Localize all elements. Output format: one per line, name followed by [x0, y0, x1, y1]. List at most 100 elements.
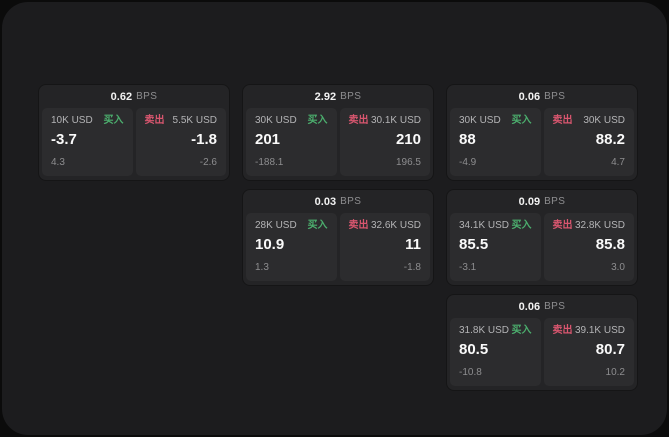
- quote-grid: 0.62 BPS 10K USD 买入 -3.7 4.3 卖出 5.5K USD…: [39, 85, 637, 390]
- bps-value: 2.92: [314, 90, 337, 103]
- sell-price: 85.8: [595, 236, 625, 253]
- bps-unit-label: BPS: [544, 196, 566, 207]
- buy-amount: 34.1K USD: [459, 220, 510, 231]
- bps-header: 0.06 BPS: [450, 85, 634, 108]
- sell-amount: 32.6K USD: [370, 220, 421, 231]
- quote-panes: 34.1K USD 买入 85.5 -3.1 卖出 32.8K USD 85.8…: [450, 213, 634, 281]
- buy-price: 85.5: [459, 236, 489, 253]
- sell-side-label: 卖出: [552, 325, 573, 336]
- bps-header: 2.92 BPS: [246, 85, 430, 108]
- buy-pane-header: 34.1K USD 买入: [459, 220, 532, 232]
- buy-change: -4.9: [459, 157, 477, 168]
- sell-side-label: 卖出: [348, 115, 369, 126]
- buy-side-label: 买入: [307, 115, 328, 126]
- sell-amount: 30K USD: [583, 115, 625, 126]
- sell-amount: 32.8K USD: [574, 220, 625, 231]
- buy-pane[interactable]: 30K USD 买入 88 -4.9: [450, 108, 541, 176]
- buy-side-label: 买入: [511, 325, 532, 336]
- buy-pane-header: 28K USD 买入: [255, 220, 328, 232]
- quote-card: 0.62 BPS 10K USD 买入 -3.7 4.3 卖出 5.5K USD…: [39, 85, 229, 180]
- quote-card: 0.06 BPS 31.8K USD 买入 80.5 -10.8 卖出 39.1…: [447, 295, 637, 390]
- bps-value: 0.62: [110, 90, 133, 103]
- buy-pane-header: 30K USD 买入: [459, 115, 532, 127]
- buy-amount: 28K USD: [255, 220, 297, 231]
- sell-change: -1.8: [403, 262, 421, 273]
- sell-change: 3.0: [611, 262, 625, 273]
- buy-change: -10.8: [459, 367, 482, 378]
- bps-value: 0.06: [518, 90, 541, 103]
- buy-price: 201: [255, 131, 281, 148]
- buy-amount: 10K USD: [51, 115, 93, 126]
- sell-pane-header: 卖出 30K USD: [553, 115, 626, 127]
- buy-price: -3.7: [51, 131, 77, 148]
- bps-value: 0.09: [518, 195, 541, 208]
- sell-pane[interactable]: 卖出 32.8K USD 85.8 3.0: [543, 213, 634, 281]
- sell-side-label: 卖出: [348, 220, 369, 231]
- bps-unit-label: BPS: [544, 301, 566, 312]
- sell-amount: 30.1K USD: [370, 115, 421, 126]
- buy-amount: 30K USD: [255, 115, 297, 126]
- sell-pane[interactable]: 卖出 5.5K USD -1.8 -2.6: [135, 108, 226, 176]
- buy-side-label: 买入: [511, 115, 532, 126]
- buy-price: 80.5: [459, 341, 489, 358]
- sell-side-label: 卖出: [144, 115, 165, 126]
- buy-amount: 30K USD: [459, 115, 501, 126]
- sell-pane[interactable]: 卖出 39.1K USD 80.7 10.2: [543, 318, 634, 386]
- sell-side-label: 卖出: [552, 220, 573, 231]
- quote-card: 0.09 BPS 34.1K USD 买入 85.5 -3.1 卖出 32.8K…: [447, 190, 637, 285]
- bps-unit-label: BPS: [136, 91, 158, 102]
- sell-price: 88.2: [595, 131, 625, 148]
- sell-pane[interactable]: 卖出 30.1K USD 210 196.5: [339, 108, 430, 176]
- sell-pane[interactable]: 卖出 32.6K USD 11 -1.8: [339, 213, 430, 281]
- bps-header: 0.09 BPS: [450, 190, 634, 213]
- sell-price: 210: [395, 131, 421, 148]
- bps-header: 0.03 BPS: [246, 190, 430, 213]
- sell-amount: 39.1K USD: [574, 325, 625, 336]
- quote-panes: 31.8K USD 买入 80.5 -10.8 卖出 39.1K USD 80.…: [450, 318, 634, 386]
- quote-card: 0.03 BPS 28K USD 买入 10.9 1.3 卖出 32.6K US…: [243, 190, 433, 285]
- buy-change: 1.3: [255, 262, 269, 273]
- sell-pane-header: 卖出 32.8K USD: [553, 220, 626, 232]
- sell-side-label: 卖出: [552, 115, 573, 126]
- sell-pane-header: 卖出 39.1K USD: [553, 325, 626, 337]
- buy-pane[interactable]: 28K USD 买入 10.9 1.3: [246, 213, 337, 281]
- buy-price: 88: [459, 131, 476, 148]
- buy-pane[interactable]: 30K USD 买入 201 -188.1: [246, 108, 337, 176]
- buy-pane-header: 30K USD 买入: [255, 115, 328, 127]
- sell-price: -1.8: [191, 131, 217, 148]
- buy-side-label: 买入: [307, 220, 328, 231]
- buy-pane-header: 10K USD 买入: [51, 115, 124, 127]
- buy-pane-header: 31.8K USD 买入: [459, 325, 532, 337]
- buy-side-label: 买入: [511, 220, 532, 231]
- sell-pane-header: 卖出 30.1K USD: [349, 115, 422, 127]
- buy-change: 4.3: [51, 157, 65, 168]
- bps-header: 0.62 BPS: [42, 85, 226, 108]
- sell-change: 10.2: [605, 367, 625, 378]
- bps-unit-label: BPS: [340, 196, 362, 207]
- buy-amount: 31.8K USD: [459, 325, 510, 336]
- sell-change: -2.6: [199, 157, 217, 168]
- sell-price: 11: [405, 236, 421, 253]
- sell-pane-header: 卖出 5.5K USD: [145, 115, 218, 127]
- buy-pane[interactable]: 31.8K USD 买入 80.5 -10.8: [450, 318, 541, 386]
- quote-panes: 30K USD 买入 201 -188.1 卖出 30.1K USD 210 1…: [246, 108, 430, 176]
- sell-change: 196.5: [395, 157, 421, 168]
- buy-pane[interactable]: 10K USD 买入 -3.7 4.3: [42, 108, 133, 176]
- quote-panes: 10K USD 买入 -3.7 4.3 卖出 5.5K USD -1.8 -2.…: [42, 108, 226, 176]
- buy-change: -3.1: [459, 262, 477, 273]
- buy-price: 10.9: [255, 236, 285, 253]
- bps-unit-label: BPS: [340, 91, 362, 102]
- buy-change: -188.1: [255, 157, 284, 168]
- bps-value: 0.06: [518, 300, 541, 313]
- bps-unit-label: BPS: [544, 91, 566, 102]
- buy-side-label: 买入: [103, 115, 124, 126]
- quote-panes: 28K USD 买入 10.9 1.3 卖出 32.6K USD 11 -1.8: [246, 213, 430, 281]
- sell-pane[interactable]: 卖出 30K USD 88.2 4.7: [543, 108, 634, 176]
- sell-change: 4.7: [611, 157, 625, 168]
- sell-amount: 5.5K USD: [172, 115, 217, 126]
- buy-pane[interactable]: 34.1K USD 买入 85.5 -3.1: [450, 213, 541, 281]
- sell-price: 80.7: [595, 341, 625, 358]
- bps-header: 0.06 BPS: [450, 295, 634, 318]
- quote-panes: 30K USD 买入 88 -4.9 卖出 30K USD 88.2 4.7: [450, 108, 634, 176]
